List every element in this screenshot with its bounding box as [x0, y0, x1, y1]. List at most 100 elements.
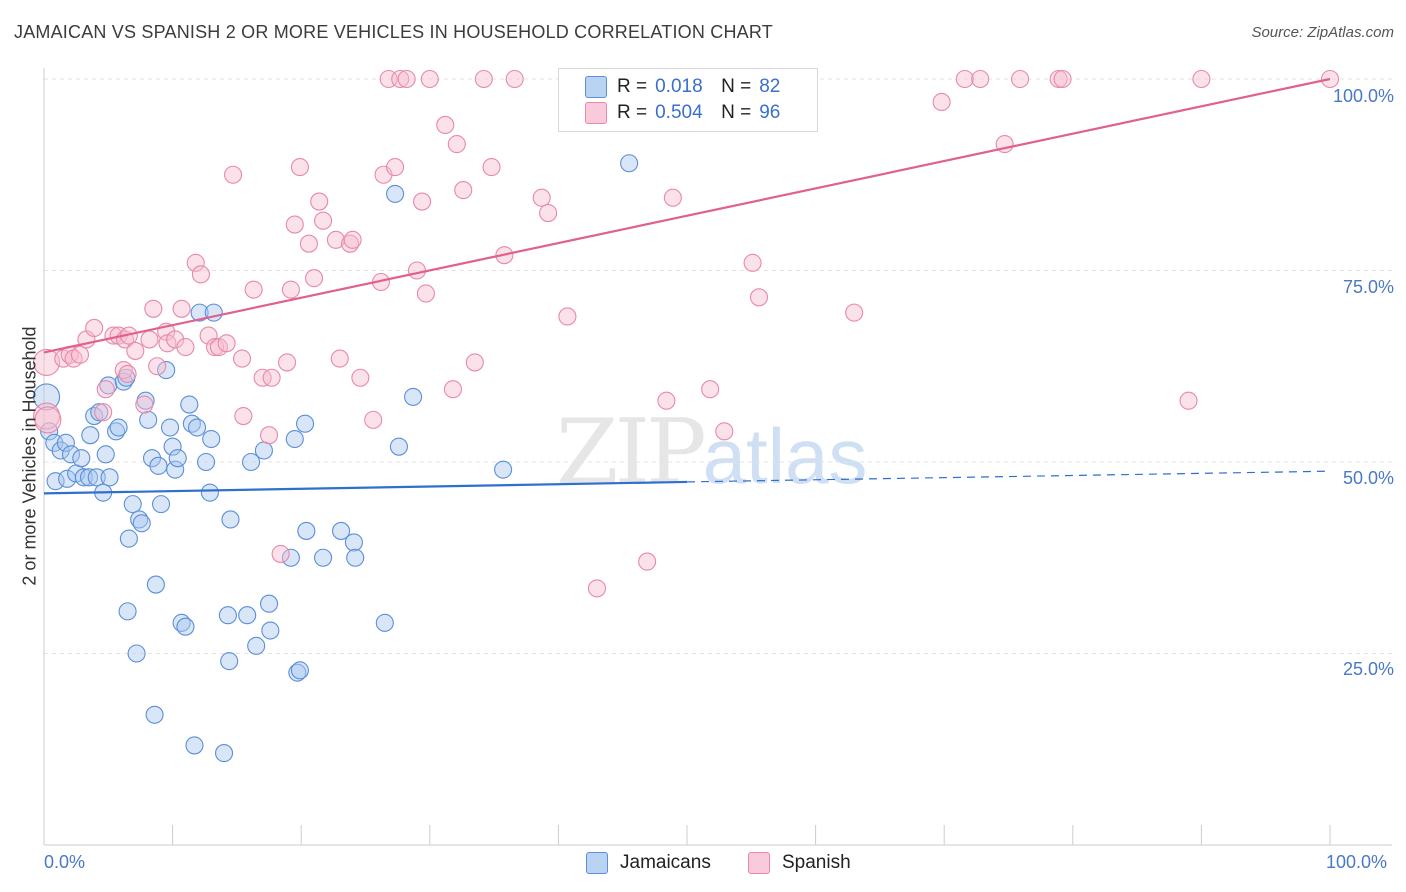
x-tick-label-100: 100.0% — [1326, 852, 1388, 872]
point-jamaicans — [118, 602, 137, 621]
point-spanish — [205, 338, 225, 357]
point-spanish — [391, 69, 410, 89]
point-spanish — [955, 69, 974, 89]
point-jamaicans — [241, 452, 261, 472]
point-spanish — [85, 318, 104, 338]
point-jamaicans — [187, 418, 207, 437]
point-jamaicans — [259, 594, 279, 613]
point-spanish — [743, 253, 762, 272]
point-spanish — [413, 192, 432, 211]
point-jamaicans — [296, 414, 315, 433]
legend-n-value: 96 — [759, 102, 781, 123]
legend-r-value: 0.018 — [655, 76, 703, 97]
point-spanish — [34, 406, 62, 434]
point-jamaicans — [139, 410, 158, 429]
point-spanish — [351, 368, 370, 387]
point-spanish — [290, 158, 309, 177]
point-spanish — [1192, 69, 1211, 89]
point-spanish — [262, 368, 281, 387]
point-jamaicans — [202, 429, 221, 449]
point-spanish — [971, 69, 990, 89]
point-jamaicans — [375, 613, 394, 632]
trend-line-jamaicans — [43, 480, 688, 495]
point-spanish — [126, 341, 145, 360]
point-spanish — [223, 165, 243, 184]
point-spanish — [278, 353, 297, 372]
point-jamaicans — [72, 449, 91, 468]
point-jamaicans — [33, 383, 61, 411]
point-spanish — [310, 192, 329, 211]
point-jamaicans — [160, 418, 180, 437]
point-jamaicans — [87, 468, 106, 487]
point-jamaicans — [123, 495, 142, 514]
watermark-atlas: atlas — [702, 412, 868, 500]
chart-title: JAMAICAN VS SPANISH 2 OR MORE VEHICLES I… — [14, 22, 773, 42]
point-spanish — [1053, 69, 1072, 89]
trend-line-jamaicans-extension — [686, 470, 1331, 483]
point-jamaicans — [142, 449, 162, 468]
point-spanish — [532, 188, 551, 207]
point-spanish — [70, 345, 90, 364]
point-spanish — [386, 158, 405, 177]
point-spanish — [148, 357, 167, 376]
point-jamaicans — [166, 460, 185, 479]
point-spanish — [305, 269, 324, 288]
point-jamaicans — [386, 184, 405, 203]
watermark: ZIPatlas — [556, 400, 867, 505]
point-jamaicans — [190, 303, 209, 322]
trend-lines — [43, 77, 1331, 495]
bottom-legend-swatch-blue — [586, 852, 608, 874]
point-spanish — [299, 234, 318, 253]
point-spanish — [176, 338, 195, 357]
point-jamaicans — [180, 395, 199, 414]
point-jamaicans — [494, 460, 513, 479]
point-jamaicans — [281, 548, 300, 567]
point-spanish — [244, 280, 263, 299]
bottom-legend-swatch-pink — [748, 852, 770, 874]
point-spanish — [715, 422, 734, 441]
point-jamaicans — [297, 521, 316, 540]
point-spanish — [234, 406, 253, 426]
point-spanish — [271, 544, 290, 563]
point-spanish — [558, 307, 577, 326]
point-jamaicans — [176, 617, 195, 636]
point-spanish — [140, 330, 159, 349]
legend-swatch-blue — [585, 76, 607, 98]
legend-row-jamaicans: R = 0.018 N = 82 — [585, 75, 780, 99]
point-spanish — [1049, 69, 1068, 89]
point-jamaicans — [220, 652, 239, 671]
point-jamaicans — [389, 437, 408, 456]
point-spanish — [505, 69, 524, 89]
point-jamaicans — [290, 661, 309, 680]
point-spanish — [454, 181, 473, 200]
point-jamaicans — [61, 445, 81, 464]
point-jamaicans — [46, 472, 65, 491]
point-jamaicans — [132, 514, 151, 533]
point-jamaicans — [79, 468, 99, 487]
bottom-legend-label: Jamaicans — [620, 852, 711, 873]
point-jamaicans — [74, 468, 93, 487]
bottom-legend-jamaicans: Jamaicans — [586, 852, 711, 874]
point-spanish — [94, 403, 113, 422]
point-jamaicans — [163, 437, 182, 456]
point-spanish — [638, 552, 657, 571]
point-spanish — [330, 349, 349, 368]
point-jamaicans — [100, 468, 119, 487]
point-jamaicans — [288, 663, 307, 682]
point-jamaicans — [168, 449, 187, 468]
point-spanish — [482, 158, 501, 177]
y-tick-label-100: 100.0% — [1332, 86, 1394, 106]
point-jamaicans — [81, 426, 100, 445]
point-jamaicans — [404, 387, 423, 406]
point-spanish — [33, 348, 61, 376]
point-spanish — [443, 380, 462, 399]
point-spanish — [657, 391, 676, 410]
point-spanish — [191, 265, 210, 284]
point-spanish — [539, 204, 558, 223]
point-spanish — [397, 69, 416, 89]
point-jamaicans — [196, 452, 216, 472]
legend-r-value: 0.504 — [655, 102, 703, 123]
bottom-legend-label: Spanish — [782, 852, 851, 873]
point-spanish — [1011, 69, 1030, 89]
